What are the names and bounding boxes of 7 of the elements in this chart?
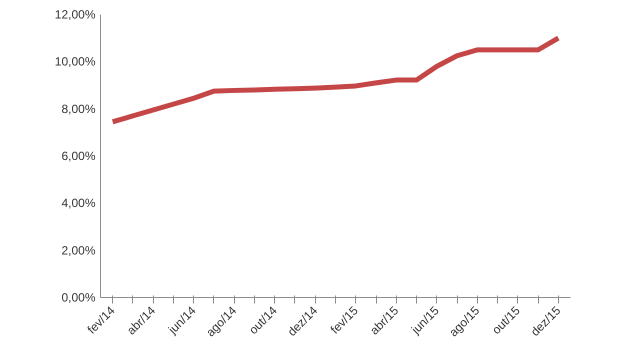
y-tick-label: 12,00% bbox=[54, 8, 96, 22]
y-tick-label: 0,00% bbox=[61, 290, 96, 304]
y-tick-label: 4,00% bbox=[61, 196, 96, 210]
y-tick-label: 2,00% bbox=[61, 243, 96, 258]
y-tick-label: 10,00% bbox=[54, 54, 96, 69]
y-tick-label: 6,00% bbox=[61, 149, 96, 163]
y-tick-label: 8,00% bbox=[61, 102, 96, 116]
